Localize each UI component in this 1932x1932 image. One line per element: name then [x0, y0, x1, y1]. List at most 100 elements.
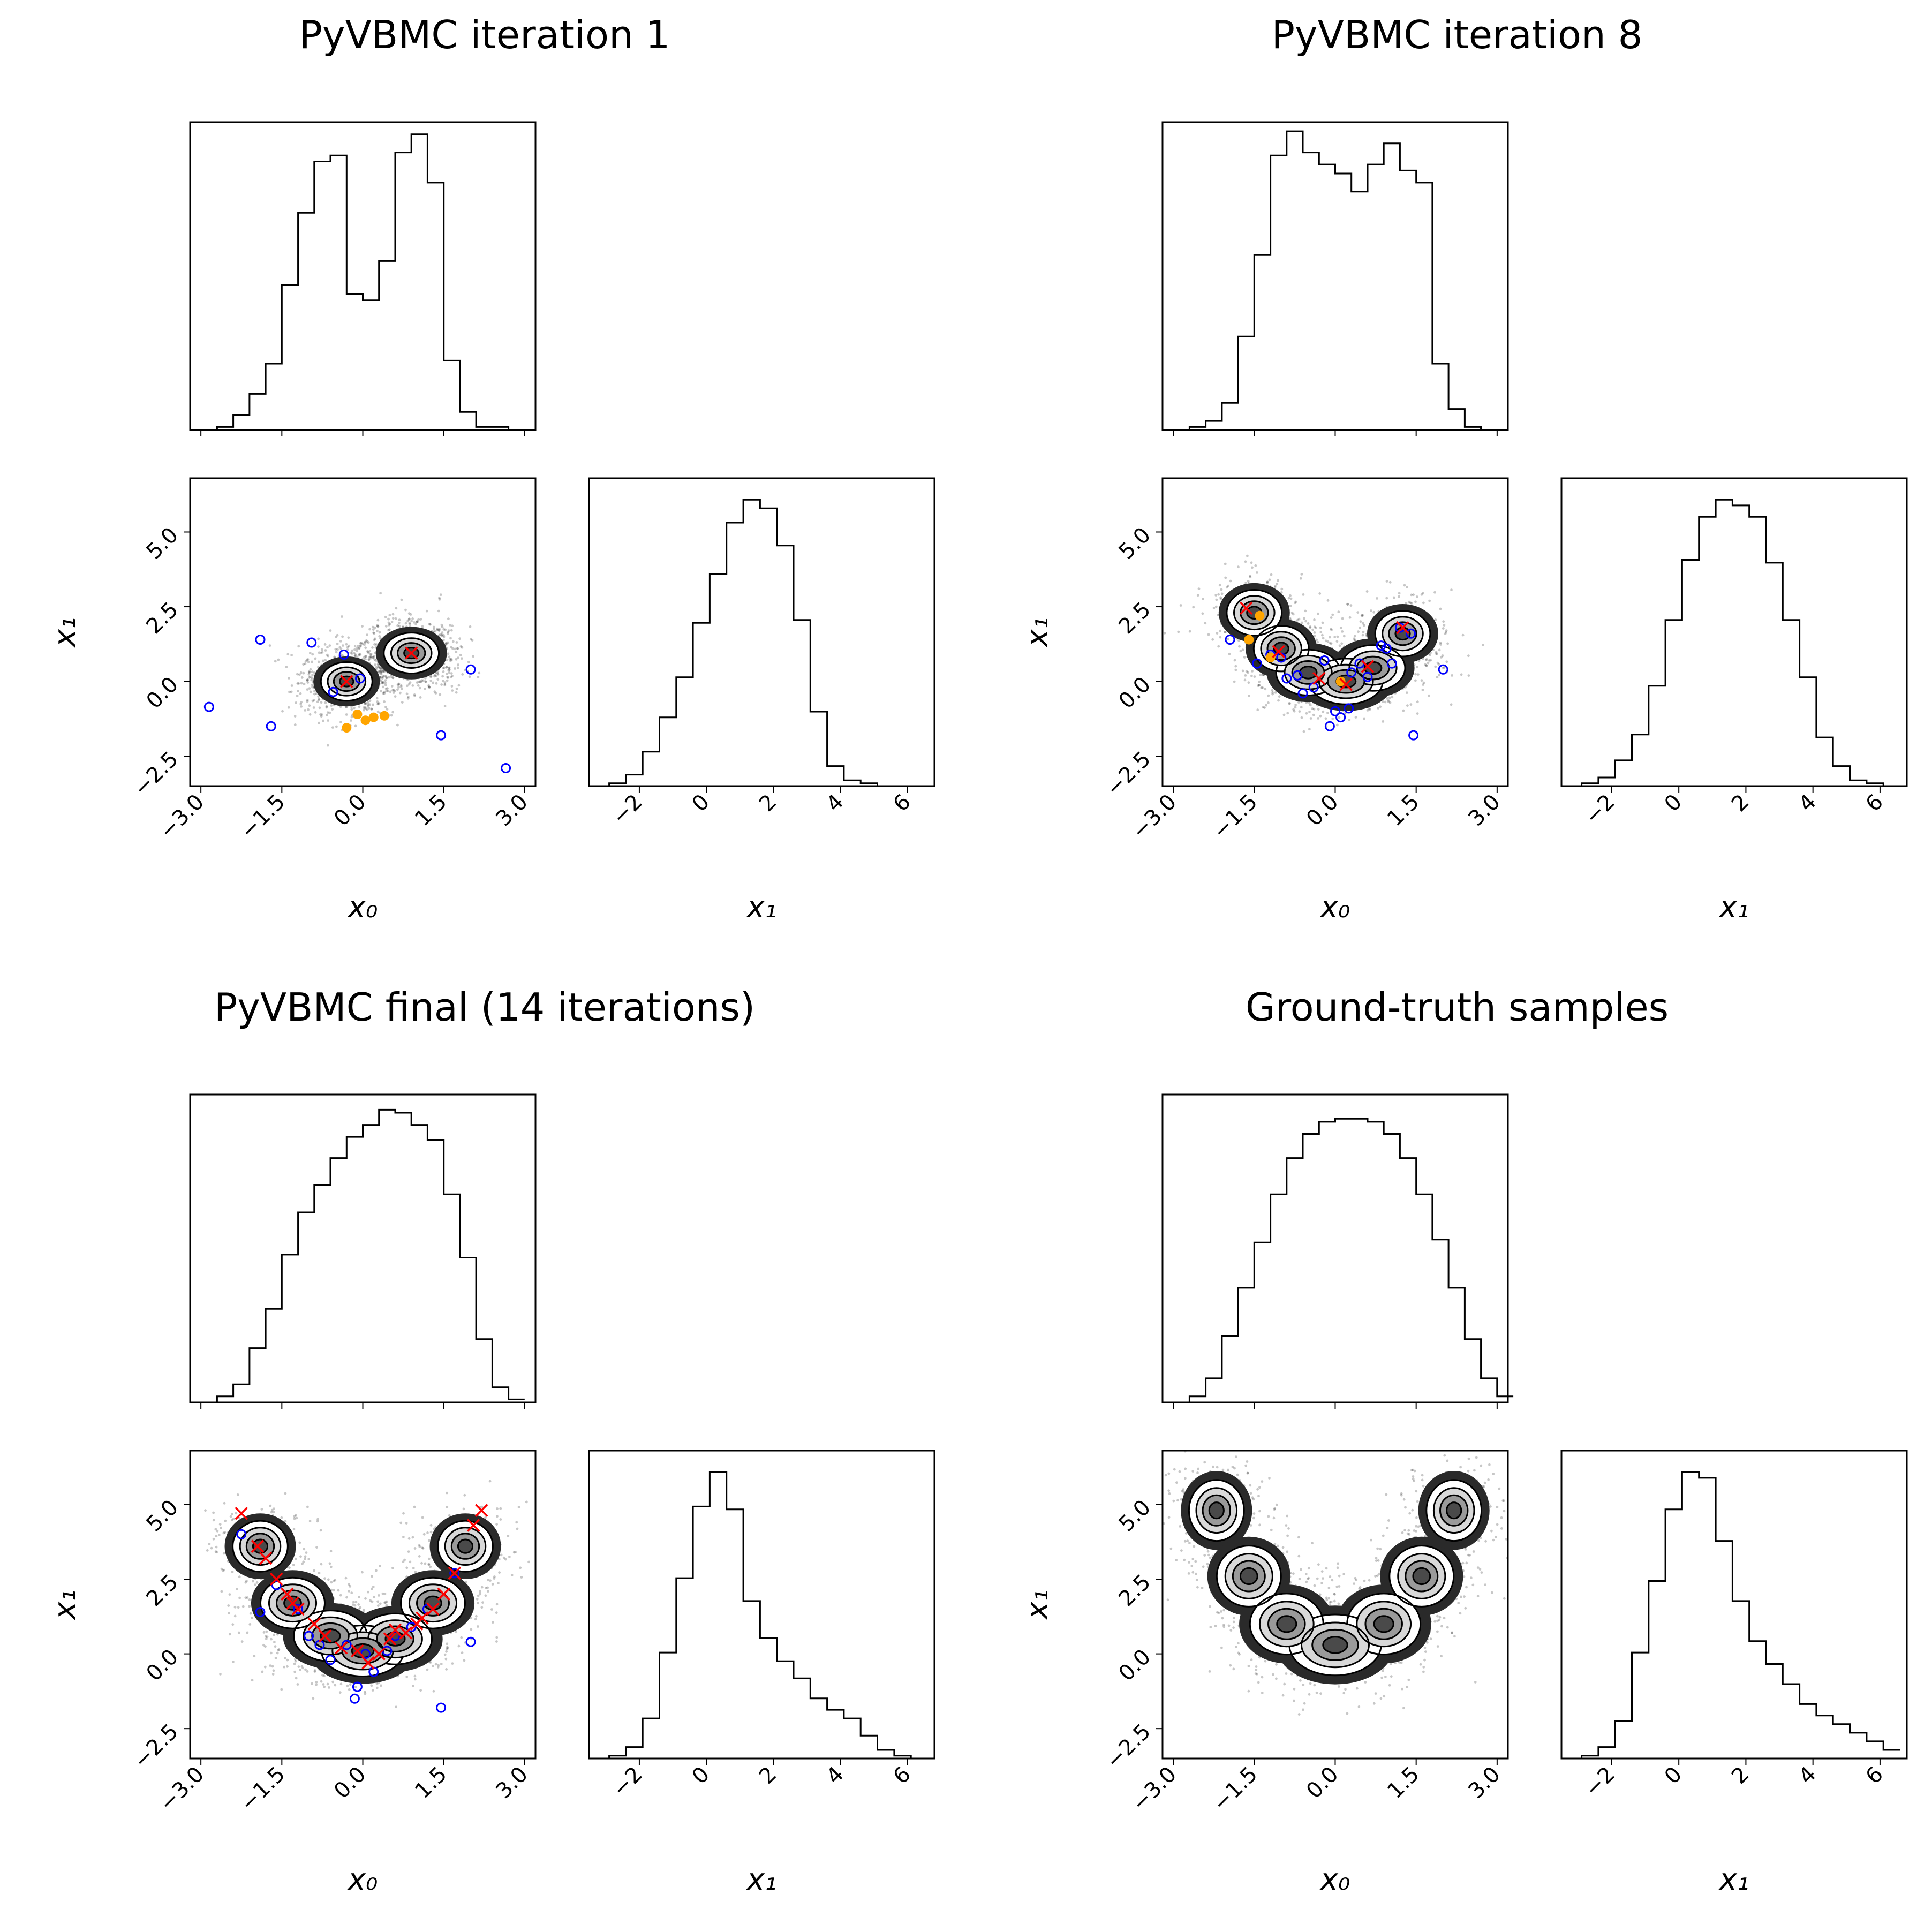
posterior-sample-point — [1329, 642, 1332, 645]
posterior-sample-point — [1428, 694, 1430, 697]
posterior-sample-point — [356, 647, 359, 650]
posterior-sample-point — [1317, 717, 1320, 720]
training-point — [1281, 673, 1292, 684]
posterior-sample-point — [461, 646, 464, 649]
posterior-sample-point — [1441, 654, 1444, 657]
posterior-sample-point — [352, 652, 356, 654]
posterior-sample-point — [456, 647, 459, 650]
posterior-sample-point — [469, 638, 472, 640]
posterior-sample-point — [364, 641, 367, 644]
posterior-sample-point — [405, 1676, 409, 1678]
posterior-sample-point — [1265, 704, 1268, 707]
posterior-sample-point — [1196, 594, 1199, 597]
posterior-sample-point — [1289, 597, 1293, 600]
posterior-sample-point — [308, 670, 312, 674]
posterior-sample-point — [307, 670, 311, 673]
posterior-sample-point — [1308, 711, 1311, 713]
posterior-sample-point — [214, 1550, 217, 1553]
posterior-sample-point — [308, 713, 312, 716]
posterior-sample-point — [1439, 643, 1442, 646]
posterior-sample-point — [324, 649, 327, 652]
posterior-sample-point — [383, 1601, 386, 1604]
posterior-sample-point — [1254, 564, 1257, 567]
posterior-sample-point — [358, 654, 361, 657]
posterior-sample-point — [1179, 604, 1182, 607]
posterior-sample-point — [1317, 708, 1320, 711]
posterior-sample-point — [426, 1531, 429, 1534]
posterior-sample-point — [1416, 666, 1418, 668]
posterior-sample-point — [369, 653, 373, 655]
posterior-sample-point — [328, 644, 331, 647]
corner-plot-iter1: PyVBMC iteration 1−3.0 −1.5 0.0 1.5 3.0−2.50… — [48, 12, 935, 925]
posterior-sample-point — [410, 620, 413, 623]
posterior-sample-point — [444, 1657, 448, 1661]
posterior-sample-point — [380, 668, 382, 671]
posterior-sample-point — [286, 1665, 289, 1668]
posterior-sample-point — [1304, 620, 1308, 623]
posterior-sample-point — [236, 1493, 239, 1496]
posterior-sample-point — [405, 1566, 409, 1569]
posterior-sample-point — [360, 642, 363, 645]
posterior-sample-point — [414, 1571, 417, 1574]
posterior-sample-point — [359, 644, 362, 647]
posterior-sample-point — [1227, 638, 1230, 640]
posterior-sample-point — [384, 1601, 387, 1604]
posterior-sample-point — [299, 692, 302, 695]
posterior-sample-point — [304, 1555, 307, 1558]
posterior-sample-point — [345, 706, 348, 708]
training-point — [1394, 622, 1405, 633]
posterior-sample-point — [341, 615, 343, 618]
posterior-sample-point — [248, 1623, 252, 1626]
posterior-sample-point — [419, 696, 422, 699]
posterior-sample-point — [1244, 674, 1247, 677]
posterior-sample-point — [378, 635, 381, 638]
posterior-sample-point — [311, 674, 314, 676]
posterior-sample-point — [306, 1505, 309, 1508]
corner-plot-final: PyVBMC final (14 iterations)−3.0 −1.5 0.0 1… — [48, 985, 935, 1897]
x0-hist-frame — [189, 121, 537, 431]
posterior-sample-point — [318, 1572, 321, 1575]
posterior-sample-point — [447, 669, 450, 671]
density-contour-line — [339, 675, 354, 688]
posterior-sample-point — [354, 724, 357, 728]
posterior-sample-point — [1337, 610, 1340, 613]
posterior-sample-point — [446, 632, 449, 635]
posterior-sample-point — [1266, 582, 1269, 585]
posterior-sample-point — [349, 651, 352, 654]
posterior-sample-point — [429, 1661, 432, 1664]
posterior-sample-point — [318, 698, 321, 701]
posterior-sample-point — [1311, 707, 1314, 710]
posterior-sample-point — [1271, 689, 1274, 692]
posterior-sample-point — [1315, 638, 1318, 642]
posterior-sample-point — [440, 623, 443, 627]
posterior-sample-point — [288, 677, 290, 680]
posterior-sample-point — [1388, 701, 1392, 704]
posterior-sample-point — [1298, 710, 1301, 713]
posterior-sample-point — [351, 649, 353, 652]
posterior-sample-point — [485, 1587, 488, 1589]
posterior-sample-point — [1376, 597, 1378, 600]
posterior-sample-point — [429, 1523, 433, 1527]
posterior-sample-point — [299, 1669, 302, 1671]
posterior-sample-point — [212, 1519, 215, 1522]
posterior-sample-point — [1246, 554, 1249, 557]
posterior-sample-point — [215, 1535, 218, 1538]
posterior-sample-point — [470, 1617, 473, 1619]
posterior-sample-point — [1247, 681, 1250, 684]
posterior-sample-point — [303, 683, 306, 685]
posterior-sample-point — [331, 708, 334, 711]
x1-tick-label: −2.5 — [129, 747, 183, 801]
posterior-sample-point — [293, 715, 297, 718]
posterior-sample-point — [381, 1592, 384, 1595]
posterior-sample-point — [1414, 679, 1417, 682]
posterior-sample-point — [265, 1630, 268, 1633]
training-point — [355, 673, 365, 684]
posterior-sample-point — [446, 1646, 449, 1649]
posterior-sample-point — [347, 636, 350, 639]
posterior-sample-point — [1372, 610, 1376, 614]
posterior-sample-point — [1233, 659, 1236, 662]
x0-tick-label: −1.5 — [236, 790, 290, 844]
posterior-sample-point — [297, 1665, 300, 1669]
posterior-sample-point — [437, 1664, 440, 1667]
posterior-sample-point — [357, 645, 359, 648]
